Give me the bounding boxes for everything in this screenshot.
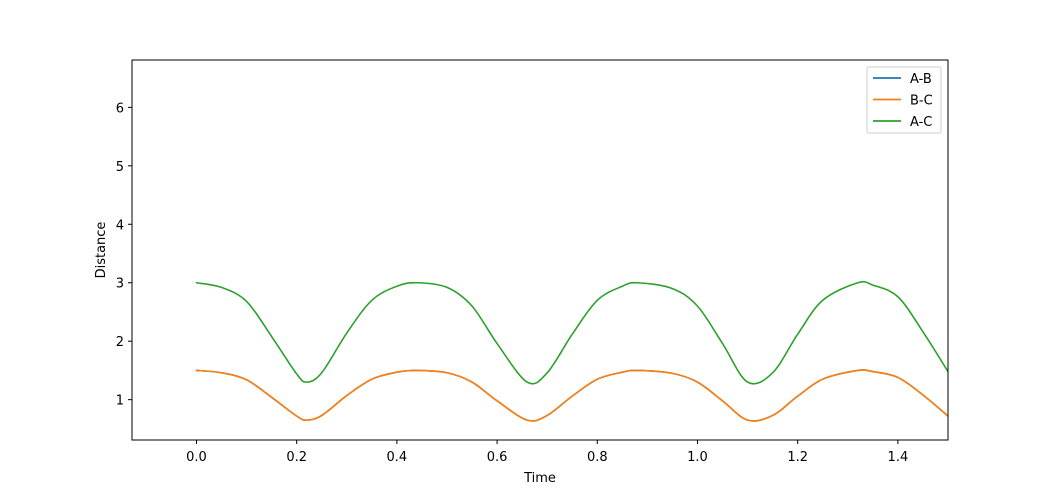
x-tick-label: 1.0: [687, 450, 708, 465]
x-tick-label: 1.4: [888, 450, 909, 465]
x-tick-label: 0.0: [186, 450, 207, 465]
y-axis-label: Distance: [94, 222, 109, 279]
x-tick-label: 0.2: [286, 450, 307, 465]
x-axis-ticks: 0.0 0.2 0.4 0.6 0.8 1.0 1.2 1.4: [186, 440, 908, 465]
series-layer: [195, 280, 948, 422]
legend: A-B B-C A-C: [866, 66, 942, 134]
y-axis-ticks: 1 2 3 4 5 6: [116, 101, 132, 409]
legend-label-a-b: A-B: [910, 72, 932, 87]
x-axis-label: Time: [523, 471, 556, 486]
legend-label-a-c: A-C: [910, 115, 932, 130]
y-tick-label: 6: [116, 101, 124, 116]
y-tick-label: 2: [116, 335, 124, 350]
plot-frame: [131, 59, 949, 441]
y-tick-label: 3: [116, 277, 124, 292]
x-tick-label: 1.2: [787, 450, 808, 465]
legend-label-b-c: B-C: [910, 94, 933, 109]
y-tick-label: 4: [116, 218, 124, 233]
y-tick-label: 1: [116, 394, 124, 409]
series-line-a-c: [195, 280, 948, 385]
series-line-b-c: [195, 369, 948, 422]
x-tick-label: 0.8: [587, 450, 608, 465]
x-tick-label: 0.6: [487, 450, 508, 465]
y-tick-label: 5: [116, 160, 124, 175]
x-tick-label: 0.4: [387, 450, 408, 465]
legend-box: [866, 66, 942, 134]
